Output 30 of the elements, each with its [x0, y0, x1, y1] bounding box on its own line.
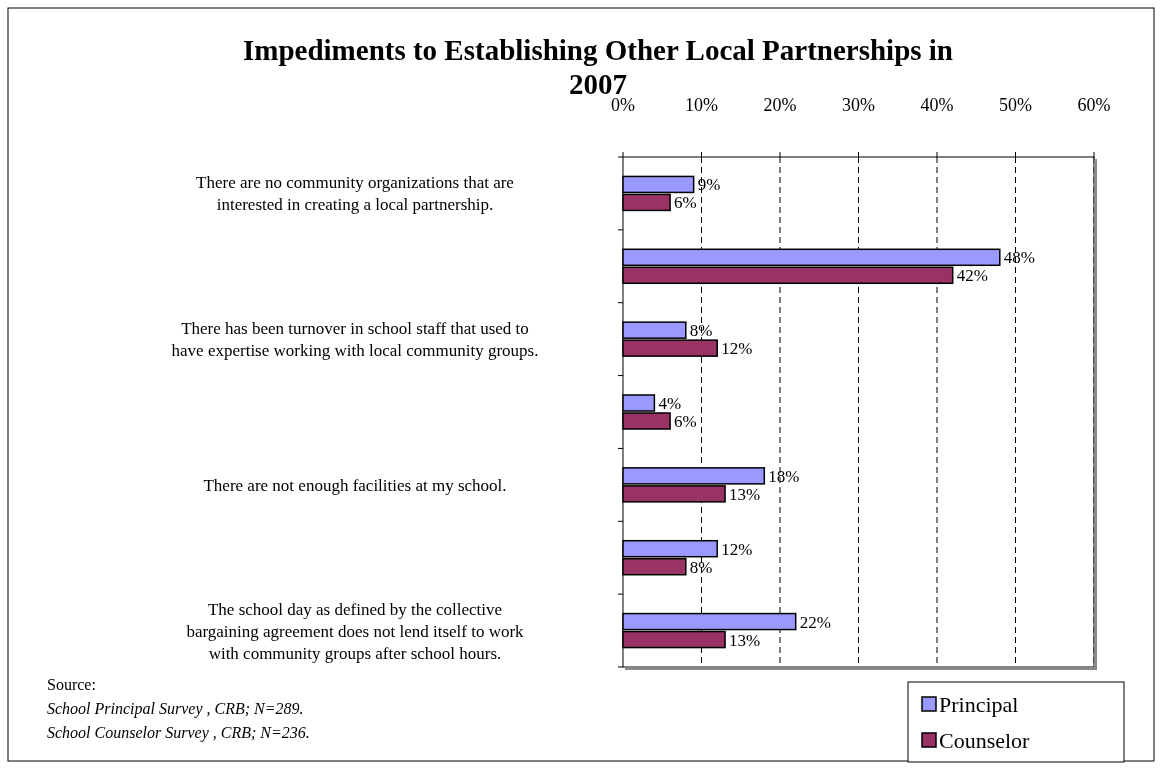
text: School Counselor Survey , CRB; N=236. [47, 724, 310, 742]
data-label: 6% [674, 412, 697, 431]
data-label: 42% [956, 266, 988, 286]
data-label: 22% [799, 612, 831, 632]
x-tick-label: 50% [999, 95, 1032, 115]
data-label: 13% [729, 484, 761, 504]
legend-label: Principal [939, 692, 1019, 717]
y-tick-label: There are not enough facilities at my school. [203, 475, 507, 495]
x-tick-label: 60% [1077, 95, 1111, 115]
x-tick-label: 30% [842, 95, 875, 115]
x-tick-label: 40% [920, 95, 954, 115]
data-label: 8% [689, 321, 713, 341]
data-label: 4% [658, 394, 682, 413]
data-label: 48% [1003, 248, 1035, 268]
y-tick-label: There are no community organizations that are interested in creating a local partnership. [196, 173, 514, 215]
data-label: 6% [674, 193, 697, 213]
source-note: Source: [47, 676, 96, 693]
x-tick-label: 0% [611, 95, 635, 115]
data-label: 18% [768, 466, 800, 486]
text: School Principal Survey , CRB; N=289. [47, 700, 304, 718]
data-label: 8% [689, 557, 713, 577]
data-label: 13% [729, 630, 761, 650]
x-tick-label: 10% [685, 95, 718, 115]
legend-label: Counselor [939, 728, 1031, 753]
data-label: 12% [721, 539, 753, 559]
data-label: 9% [697, 175, 721, 195]
y-tick-label: There has been turnover in school staff that used to have expertise working with local community groups. [171, 319, 539, 361]
data-label: 12% [721, 339, 753, 359]
x-tick-label: 20% [763, 95, 797, 115]
y-tick-label: The school day as defined by the collective bargaining agreement does not lend itself to work with community groups after school hours. [186, 599, 525, 663]
